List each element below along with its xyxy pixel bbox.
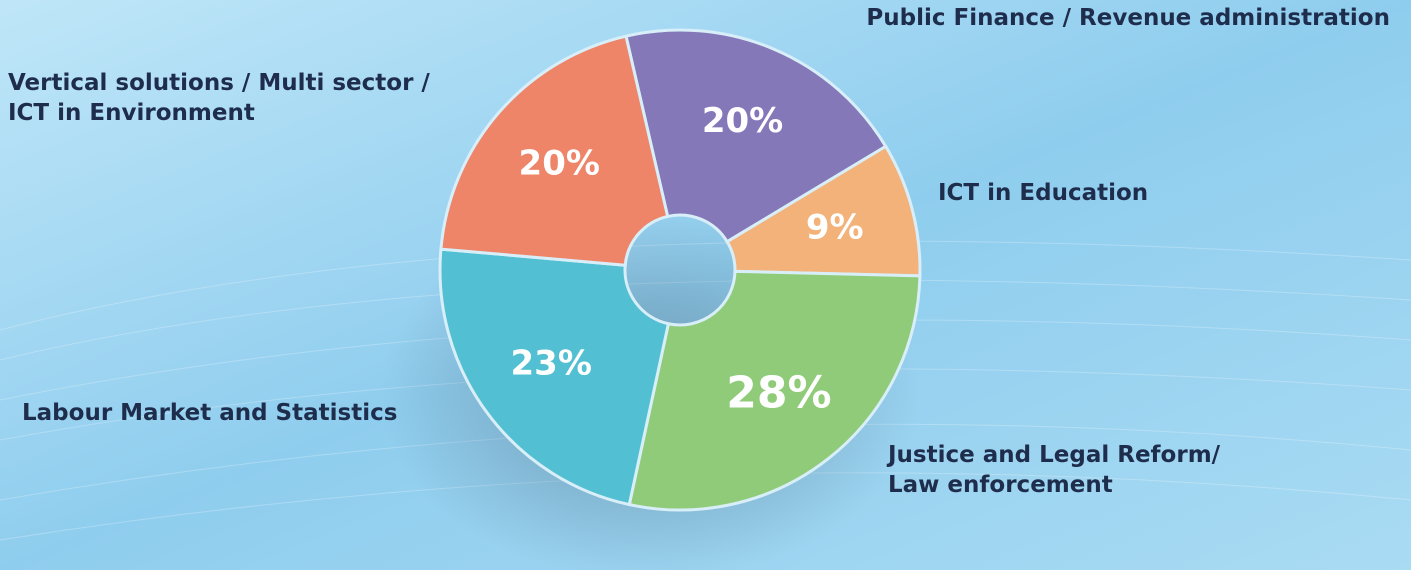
slice-category-label: Public Finance / Revenue administration [866,5,1390,31]
slice-value-label: 23% [511,343,592,383]
slice-value-label: 20% [519,144,600,184]
slice-category-label: ICT in Education [938,180,1148,206]
slice-value-label: 20% [702,101,783,141]
pie-slice [627,269,922,512]
slice-category-label: Labour Market and Statistics [22,400,397,426]
slice-category-label: Justice and Legal Reform/ [886,442,1221,468]
slice-category-label: ICT in Environment [8,100,255,126]
pie-slice [725,144,922,278]
slice-value-label: 28% [726,368,831,419]
pie-slice [438,247,671,507]
slice-category-label: Vertical solutions / Multi sector / [8,70,430,96]
slice-category-label: Law enforcement [888,472,1113,498]
pie-slice [624,28,888,244]
pie-slice [439,34,670,267]
slice-value-label: 9% [806,208,864,248]
